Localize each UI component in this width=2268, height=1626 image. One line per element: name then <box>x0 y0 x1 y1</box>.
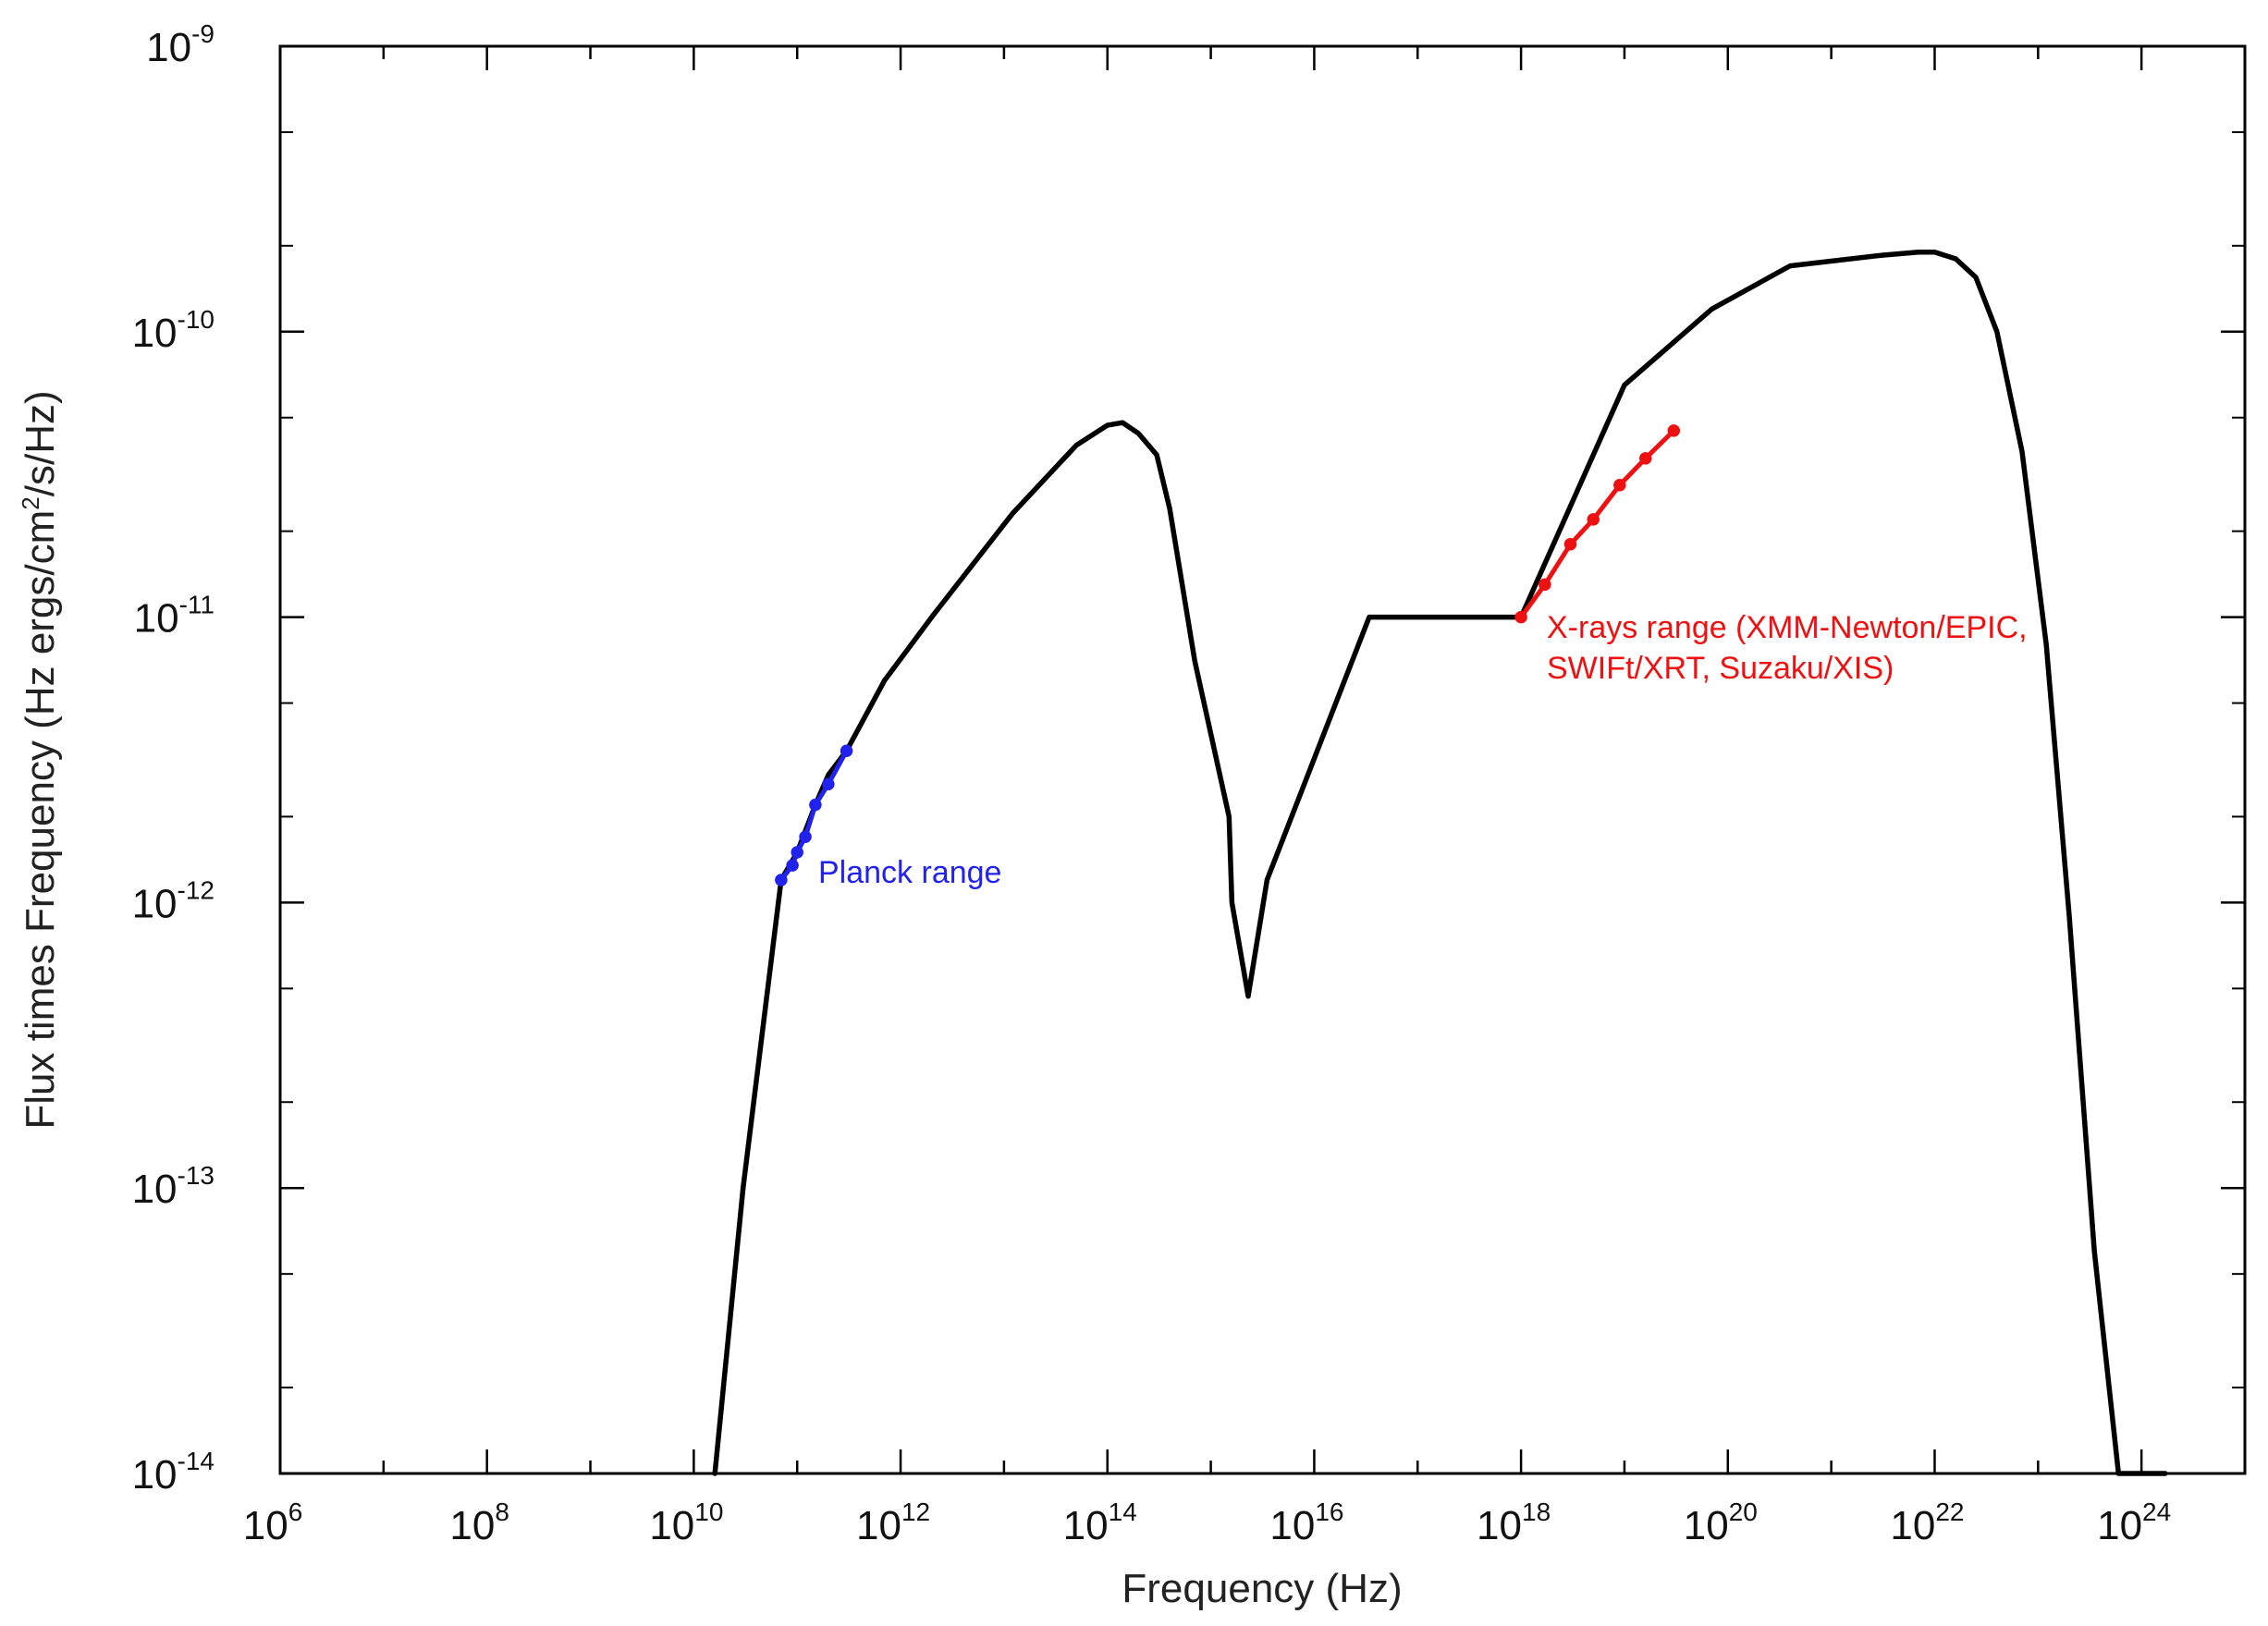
y-axis-title: Flux times Frequency (Hz ergs/cm2/s/Hz) <box>17 390 63 1129</box>
x-tick-label: 1014 <box>1063 1498 1137 1548</box>
sed-model-line <box>712 249 2168 1476</box>
x-tick-label: 1010 <box>649 1498 723 1548</box>
x-tick-labels: 106 108 1010 1012 1014 1016 1018 1020 1022 1024 <box>243 1498 2171 1548</box>
y-tick-label: 10-14 <box>132 1447 215 1498</box>
plot-frame <box>278 44 2247 1475</box>
planck-data-point <box>809 798 822 812</box>
y-axis-title-part-1: Flux times Frequency (Hz ergs/cm <box>18 510 63 1130</box>
x-axis-title: Frequency (Hz) <box>1122 1566 1402 1611</box>
x-tick-label: 1018 <box>1477 1498 1551 1548</box>
y-tick-label: 10-9 <box>146 19 215 70</box>
xray-data-point <box>1563 538 1577 551</box>
planck-data-point <box>791 846 803 859</box>
planck-data-point <box>840 744 853 758</box>
planck-data-point <box>786 859 799 872</box>
y-tick-label: 10-10 <box>132 305 215 356</box>
minor-ticks <box>278 44 2247 1475</box>
planck-data-point <box>799 830 812 843</box>
xray-data-point <box>1667 424 1681 437</box>
xray-data-point <box>1587 513 1600 526</box>
xray-data-point <box>1539 578 1551 592</box>
xray-data-point <box>1613 479 1626 492</box>
annotation-planck-range: Planck range <box>818 855 1001 890</box>
planck-data-point <box>775 874 788 886</box>
x-tick-label: 1022 <box>1890 1498 1964 1548</box>
x-tick-label: 1020 <box>1684 1498 1758 1548</box>
series-layer <box>712 249 2168 1476</box>
annotation-xray-line-2: SWIFt/XRT, Suzaku/XIS) <box>1547 651 1894 686</box>
xray-data-point <box>1639 452 1652 465</box>
annotation-xray-range: X-rays range (XMM-Newton/EPIC, SWIFt/XRT… <box>1547 610 2036 686</box>
x-tick-label: 1024 <box>2097 1498 2171 1548</box>
annotation-xray-line-1: X-rays range (XMM-Newton/EPIC, <box>1547 610 2028 645</box>
y-tick-label: 10-11 <box>134 591 215 642</box>
y-tick-labels: 10-14 10-13 10-12 10-11 10-10 10-9 <box>132 19 215 1498</box>
xray-data-point <box>1514 610 1527 624</box>
y-axis-title-superscript: 2 <box>17 496 44 509</box>
y-tick-label: 10-13 <box>132 1161 215 1212</box>
x-tick-label: 1012 <box>856 1498 930 1548</box>
planck-data-point <box>822 777 835 791</box>
x-tick-label: 106 <box>243 1498 303 1548</box>
x-tick-label: 1016 <box>1269 1498 1343 1548</box>
y-axis-title-part-2: /s/Hz) <box>18 390 63 496</box>
y-tick-label: 10-12 <box>132 875 215 926</box>
x-tick-label: 108 <box>449 1498 509 1548</box>
